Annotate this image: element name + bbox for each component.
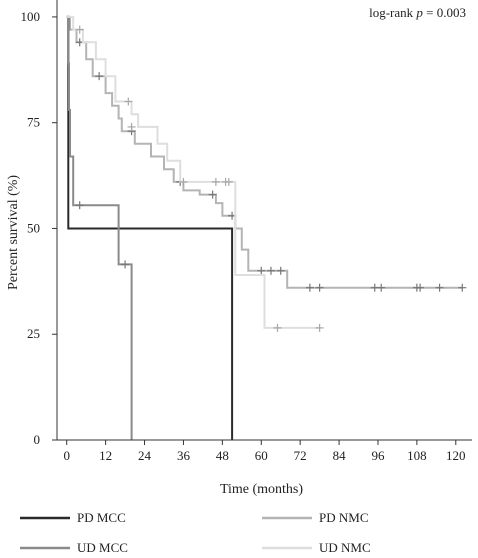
series-ud-mcc (66, 15, 133, 440)
y-tick-label: 75 (27, 115, 40, 130)
censor-mark (124, 97, 133, 106)
x-tick-label: 84 (333, 448, 347, 463)
series-line (66, 15, 234, 440)
log-rank-annotation: log-rank p = 0.003 (369, 5, 466, 20)
x-tick-label: 108 (407, 448, 427, 463)
x-tick-label: 12 (99, 448, 112, 463)
plot-area (66, 15, 467, 440)
legend-label: PD MCC (77, 510, 126, 525)
x-tick-label: 0 (63, 448, 70, 463)
legend: PD MCC PD NMC UD MCC UD NMC (20, 510, 371, 555)
censor-mark (266, 266, 275, 275)
series-line (66, 15, 463, 289)
censor-mark (208, 190, 217, 199)
censor-mark (435, 283, 444, 292)
censor-mark (121, 260, 130, 269)
censor-mark (458, 283, 467, 292)
x-tick-label: 24 (138, 448, 152, 463)
censor-mark (273, 323, 282, 332)
series-ud-nmc (66, 15, 324, 332)
series-pd-nmc (66, 15, 467, 292)
y-tick-label: 0 (34, 432, 41, 447)
y-axis-title: Percent survival (%) (6, 175, 21, 290)
censor-mark (377, 283, 386, 292)
censor-mark (315, 283, 324, 292)
censor-mark (276, 266, 285, 275)
censor-mark (75, 25, 84, 34)
censor-mark (127, 122, 136, 131)
legend-label: UD NMC (319, 540, 371, 555)
x-axis: 0 12 24 36 48 60 72 84 96 108 120 (57, 439, 472, 463)
series-line (66, 15, 133, 440)
legend-item: PD MCC (20, 510, 126, 525)
y-axis: 0 25 50 75 100 (21, 0, 58, 447)
x-tick-label: 48 (216, 448, 229, 463)
censor-mark (416, 283, 425, 292)
censor-mark (75, 201, 84, 210)
y-tick-label: 100 (21, 9, 41, 24)
censor-mark (257, 266, 266, 275)
x-axis-title: Time (months) (220, 482, 303, 497)
series-line (66, 15, 320, 329)
y-tick-label: 50 (27, 220, 40, 235)
x-tick-label: 36 (177, 448, 191, 463)
censor-mark (95, 72, 104, 81)
x-tick-label: 60 (255, 448, 268, 463)
censor-mark (211, 177, 220, 186)
censor-mark (179, 177, 188, 186)
censor-mark (224, 177, 233, 186)
legend-label: PD NMC (319, 510, 369, 525)
legend-label: UD MCC (77, 540, 128, 555)
x-tick-label: 72 (294, 448, 307, 463)
series-pd-mcc (66, 15, 234, 440)
censor-mark (315, 323, 324, 332)
legend-item: PD NMC (262, 510, 369, 525)
x-tick-label: 120 (446, 448, 466, 463)
x-tick-label: 96 (371, 448, 385, 463)
censor-mark (305, 283, 314, 292)
y-tick-label: 25 (27, 326, 40, 341)
legend-item: UD MCC (20, 540, 128, 555)
legend-item: UD NMC (262, 540, 371, 555)
